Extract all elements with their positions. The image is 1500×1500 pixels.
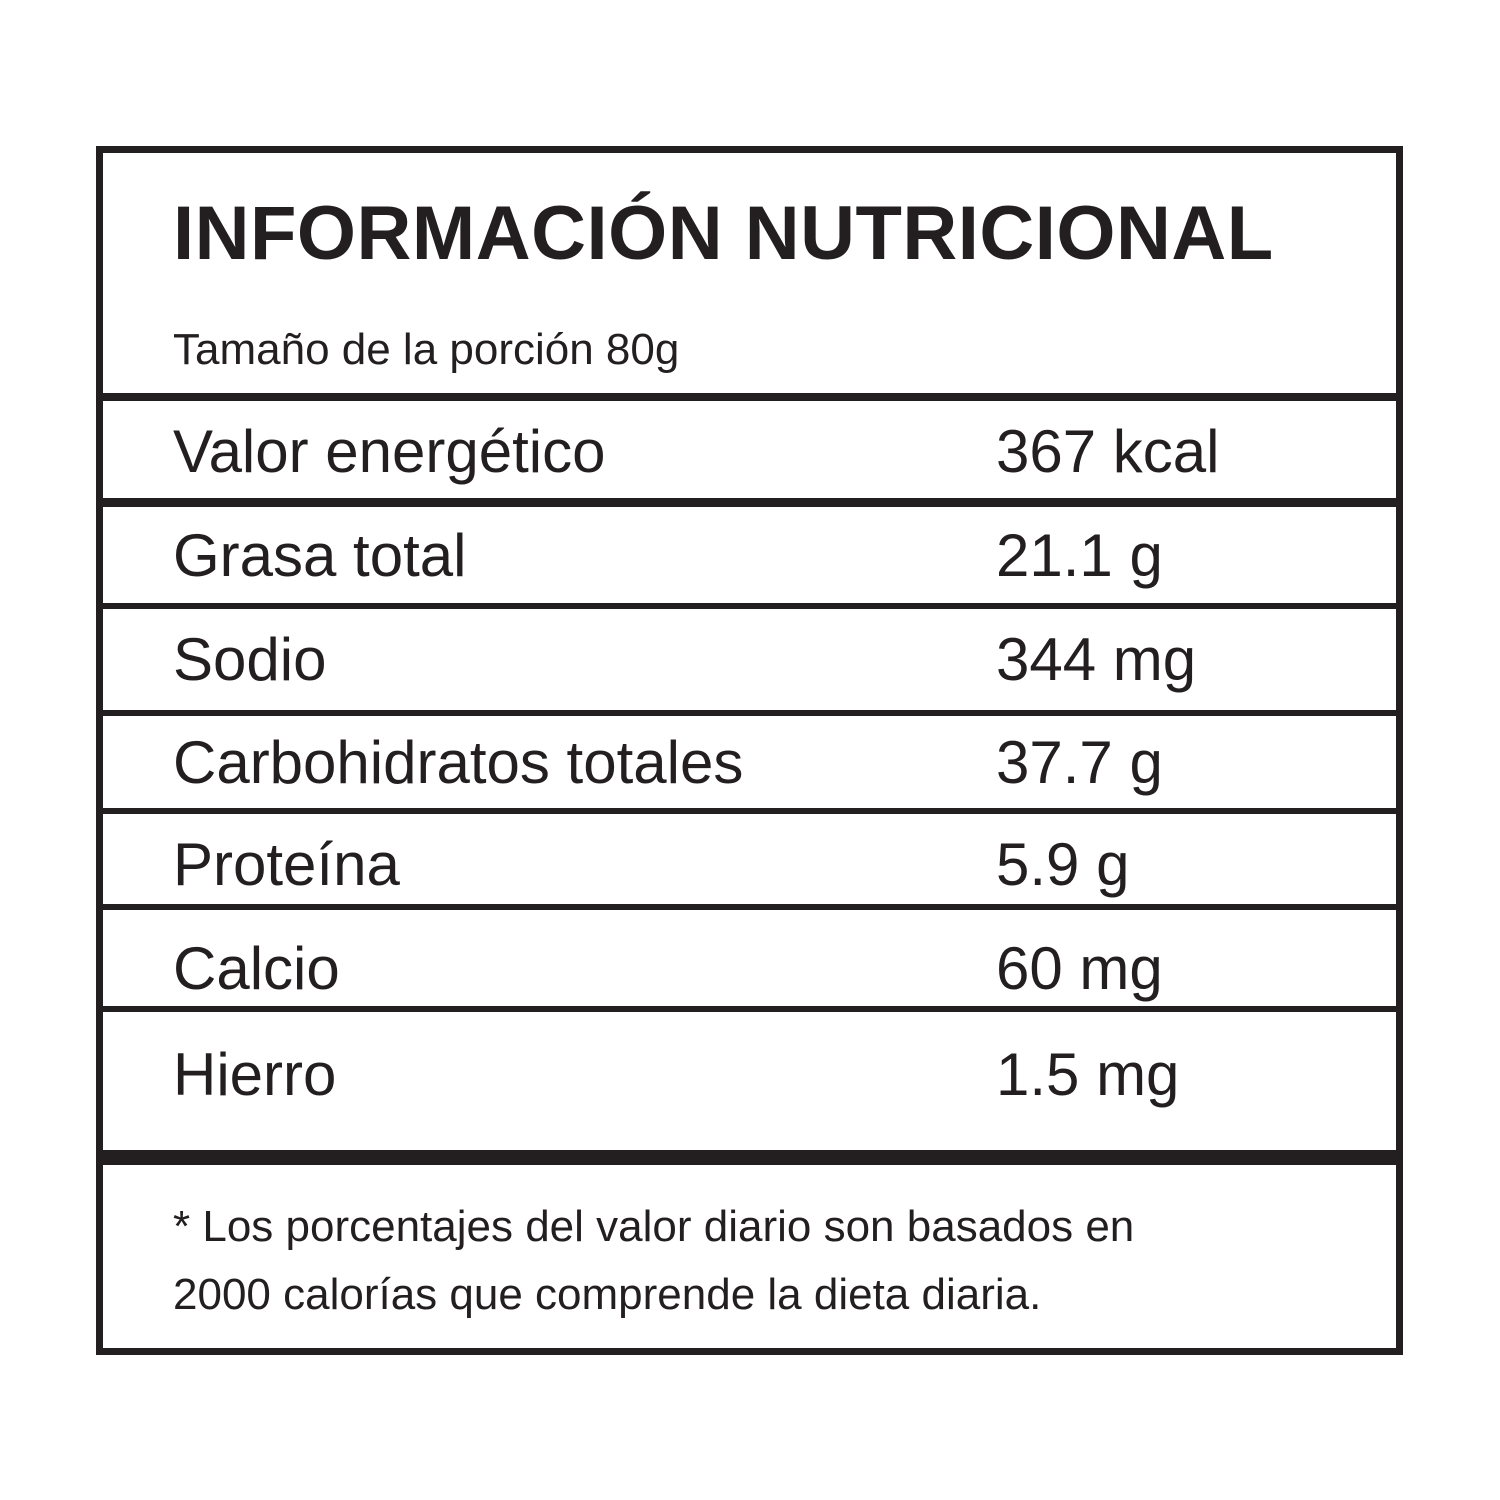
nutrient-value: 5.9 g — [996, 831, 1130, 898]
nutrient-value: 60 mg — [996, 935, 1163, 1002]
nutrient-value: 37.7 g — [996, 729, 1163, 796]
thick-divider — [96, 1150, 1403, 1165]
nutrient-label: Sodio — [173, 626, 327, 693]
nutrient-value: 1.5 mg — [996, 1041, 1180, 1108]
footnote-line: * Los porcentajes del valor diario son b… — [173, 1202, 1135, 1251]
nutrition-label-frame — [96, 146, 1403, 1355]
footnote: * Los porcentajes del valor diario son b… — [173, 1193, 1134, 1329]
divider — [96, 710, 1403, 716]
divider — [96, 808, 1403, 814]
nutrient-value: 21.1 g — [996, 522, 1163, 589]
nutrient-label: Carbohidratos totales — [173, 729, 744, 796]
nutrient-label: Proteína — [173, 831, 400, 898]
nutrient-value: 344 mg — [996, 626, 1197, 693]
label-title: INFORMACIÓN NUTRICIONAL — [173, 191, 1274, 276]
serving-size: Tamaño de la porción 80g — [173, 325, 680, 374]
footnote-line: 2000 calorías que comprende la dieta dia… — [173, 1270, 1042, 1319]
divider — [96, 1006, 1403, 1012]
nutrient-label: Calcio — [173, 935, 340, 1002]
nutrient-value: 367 kcal — [996, 418, 1220, 485]
divider — [96, 393, 1403, 401]
divider — [96, 904, 1403, 910]
divider — [96, 603, 1403, 609]
nutrient-label: Valor energético — [173, 418, 606, 485]
nutrient-label: Grasa total — [173, 522, 467, 589]
nutrient-label: Hierro — [173, 1041, 337, 1108]
divider — [96, 498, 1403, 507]
